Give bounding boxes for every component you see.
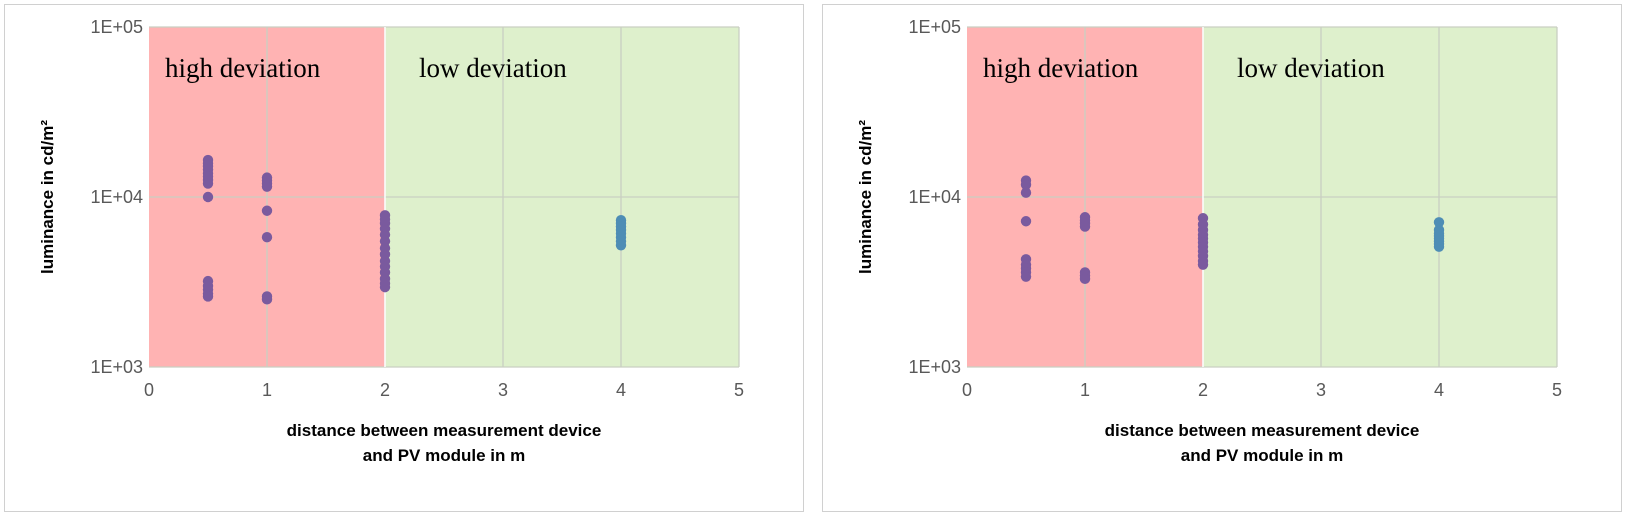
x-tick-label: 5 [1552,380,1562,400]
scatter-chart: high deviation low deviation 0 1 2 3 4 5 1E+03 1E… [38,17,744,465]
data-point [1020,271,1032,282]
y-tick-label: 1E+04 [908,187,961,207]
data-point [379,281,391,293]
y-axis-title: luminance in cd/m² [38,120,57,274]
y-tick-label: 1E+05 [90,17,143,37]
x-tick-label: 1 [262,380,272,400]
data-point [202,178,214,189]
y-tick-label: 1E+04 [90,187,143,207]
y-tick-label: 1E+05 [908,17,961,37]
chart-panel-right: high deviation low deviation 0 1 2 3 4 5 1E+03 1E… [822,4,1622,512]
x-axis-title: distance between measurement device [287,421,602,440]
data-point [1433,217,1445,228]
region-label-high: high deviation [983,53,1139,83]
data-point [1020,179,1032,190]
data-point [1079,221,1091,232]
x-tick-label: 0 [962,380,972,400]
x-tick-label: 4 [1434,380,1444,400]
x-tick-label: 3 [498,380,508,400]
region-label-low: low deviation [419,53,567,83]
x-tick-label: 5 [734,380,744,400]
data-point [261,205,273,216]
x-tick-label: 0 [144,380,154,400]
region-label-high: high deviation [165,53,321,83]
data-point [261,294,273,305]
x-axis-title: distance between measurement device [1105,421,1420,440]
y-axis-title: luminance in cd/m² [856,120,875,274]
data-point [261,181,273,192]
data-point [261,232,273,243]
x-tick-label: 1 [1080,380,1090,400]
y-tick-label: 1E+03 [908,357,961,377]
data-point [1197,259,1209,270]
data-point [1079,273,1091,285]
data-point [202,191,214,203]
x-tick-label: 2 [380,380,390,400]
data-point [1020,216,1032,227]
data-point [615,240,627,251]
x-axis-title: and PV module in m [1181,446,1343,465]
y-tick-label: 1E+03 [90,357,143,377]
x-tick-label: 2 [1198,380,1208,400]
data-point [1020,187,1032,198]
x-axis-title: and PV module in m [363,446,525,465]
chart-panel-left: high deviation low deviation 0 1 2 3 4 5 1E+03 1E… [4,4,804,512]
region-label-low: low deviation [1237,53,1385,83]
x-tick-label: 4 [616,380,626,400]
data-point [202,291,214,302]
data-point [1433,241,1445,252]
x-tick-label: 3 [1316,380,1326,400]
scatter-chart: high deviation low deviation 0 1 2 3 4 5 1E+03 1E… [856,17,1562,465]
